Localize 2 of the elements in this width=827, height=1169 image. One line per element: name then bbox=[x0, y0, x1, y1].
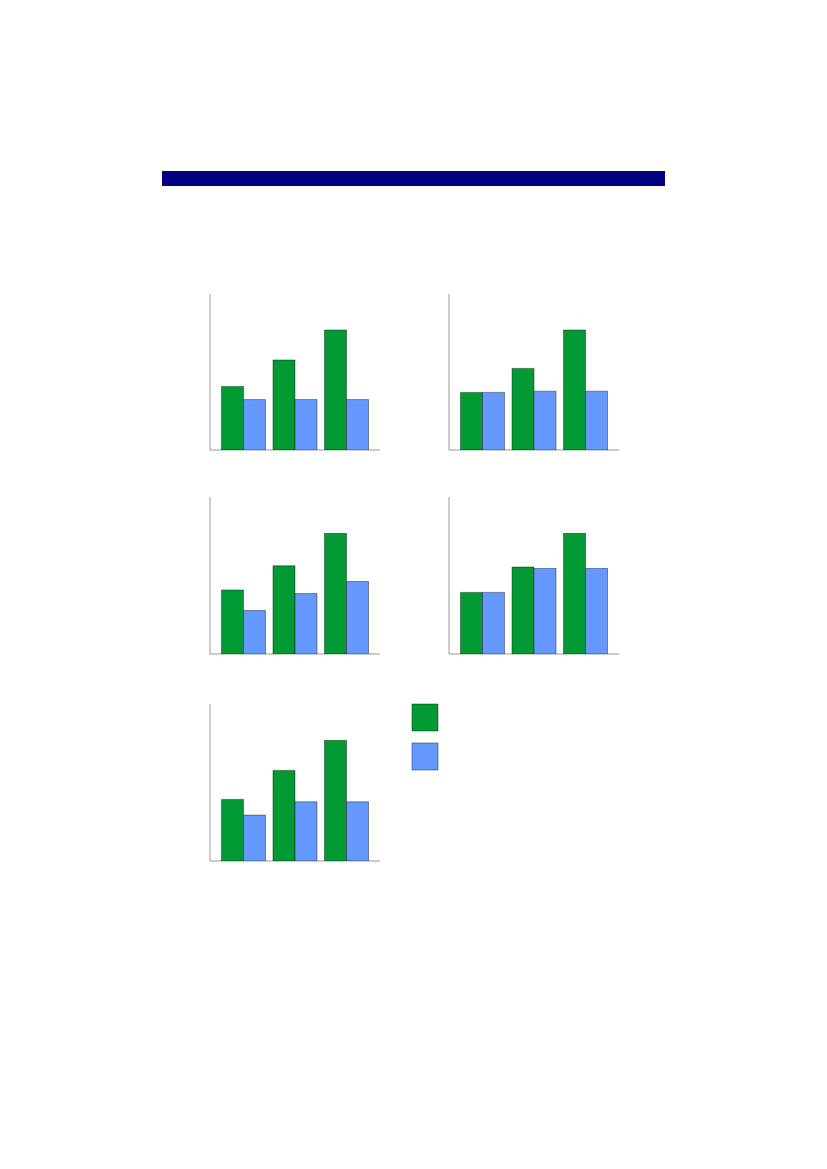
bar bbox=[585, 390, 608, 450]
bar bbox=[482, 392, 505, 450]
